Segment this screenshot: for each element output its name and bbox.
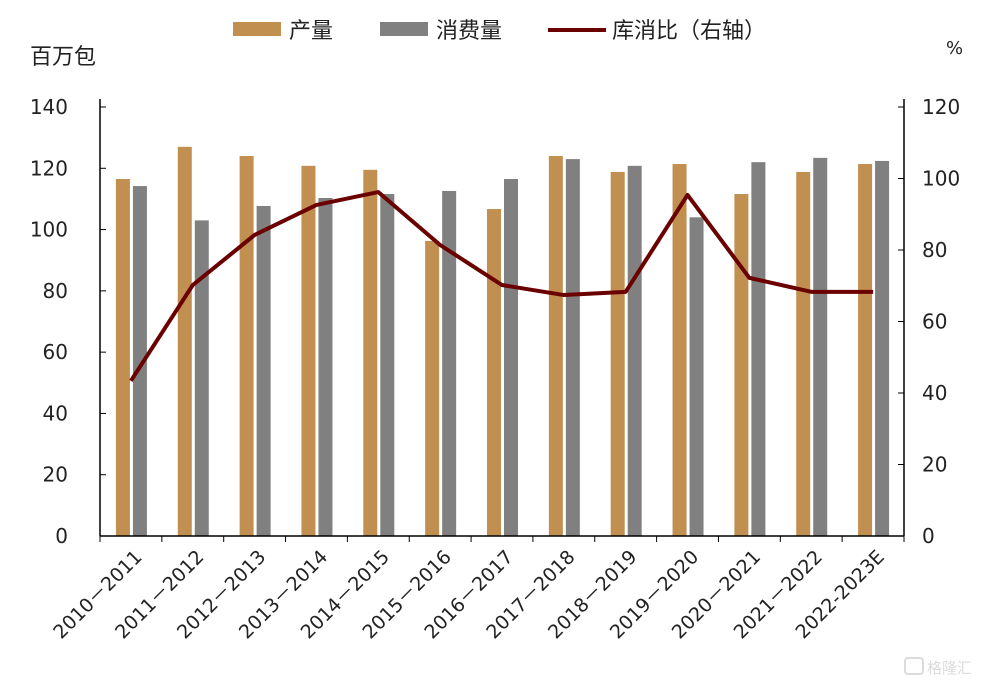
y-tick-label: 80	[43, 279, 68, 303]
bar-consumption	[504, 179, 518, 536]
legend-label: 库消比（右轴）	[612, 19, 766, 44]
bar-consumption	[442, 190, 457, 536]
bar-consumption	[256, 205, 271, 536]
watermark: 格隆汇	[904, 657, 972, 677]
bar-production	[301, 165, 316, 536]
bar-production	[487, 209, 501, 536]
legend: 产量 消费量 库消比（右轴）	[233, 19, 766, 44]
y-right-tick-label: 40	[922, 381, 947, 405]
bar-production	[177, 146, 192, 537]
y-right-tick-label: 100	[922, 167, 960, 191]
y-right-tick-label: 120	[922, 95, 960, 119]
y-right-tick-label: 0	[922, 524, 935, 548]
legend-label: 产量	[289, 19, 333, 44]
bar-consumption	[689, 217, 704, 537]
y-right-tick-label: 20	[922, 453, 947, 477]
bar-consumption	[627, 165, 642, 536]
legend-swatch	[380, 22, 428, 36]
legend-swatch	[233, 22, 281, 36]
y-right-tick-label: 80	[922, 238, 947, 262]
bar-consumption	[751, 162, 766, 536]
bar-production	[239, 156, 254, 536]
bar-production	[363, 169, 378, 536]
bar-production	[610, 171, 625, 536]
y-axis-label: 百万包	[30, 45, 96, 70]
bars	[115, 146, 890, 537]
line-series	[129, 190, 874, 382]
bar-production	[796, 171, 811, 536]
y-tick-label: 20	[43, 463, 68, 487]
bar-production	[858, 163, 873, 536]
y-tick-label: 40	[43, 401, 68, 425]
bar-consumption	[875, 160, 890, 536]
watermark-text: 格隆汇	[927, 659, 972, 677]
y-tick-label: 140	[30, 95, 68, 119]
bar-production	[425, 240, 440, 536]
bar-production	[672, 163, 687, 536]
bar-consumption	[380, 194, 395, 537]
bar-consumption	[194, 220, 209, 536]
bar-production	[115, 179, 130, 536]
y-right-tick-label: 60	[922, 310, 947, 334]
legend-label: 消费量	[436, 19, 502, 44]
bar-consumption	[132, 186, 147, 536]
bar-consumption	[813, 157, 828, 537]
y-tick-label: 0	[55, 524, 68, 548]
bar-consumption	[318, 198, 333, 537]
bar-production	[734, 194, 749, 537]
y-tick-label: 60	[43, 340, 68, 364]
y-tick-label: 120	[30, 156, 68, 180]
bar-consumption	[565, 159, 580, 537]
bar-production	[548, 156, 563, 536]
y-axis-right-label: %	[946, 38, 963, 59]
y-tick-label: 100	[30, 218, 68, 242]
